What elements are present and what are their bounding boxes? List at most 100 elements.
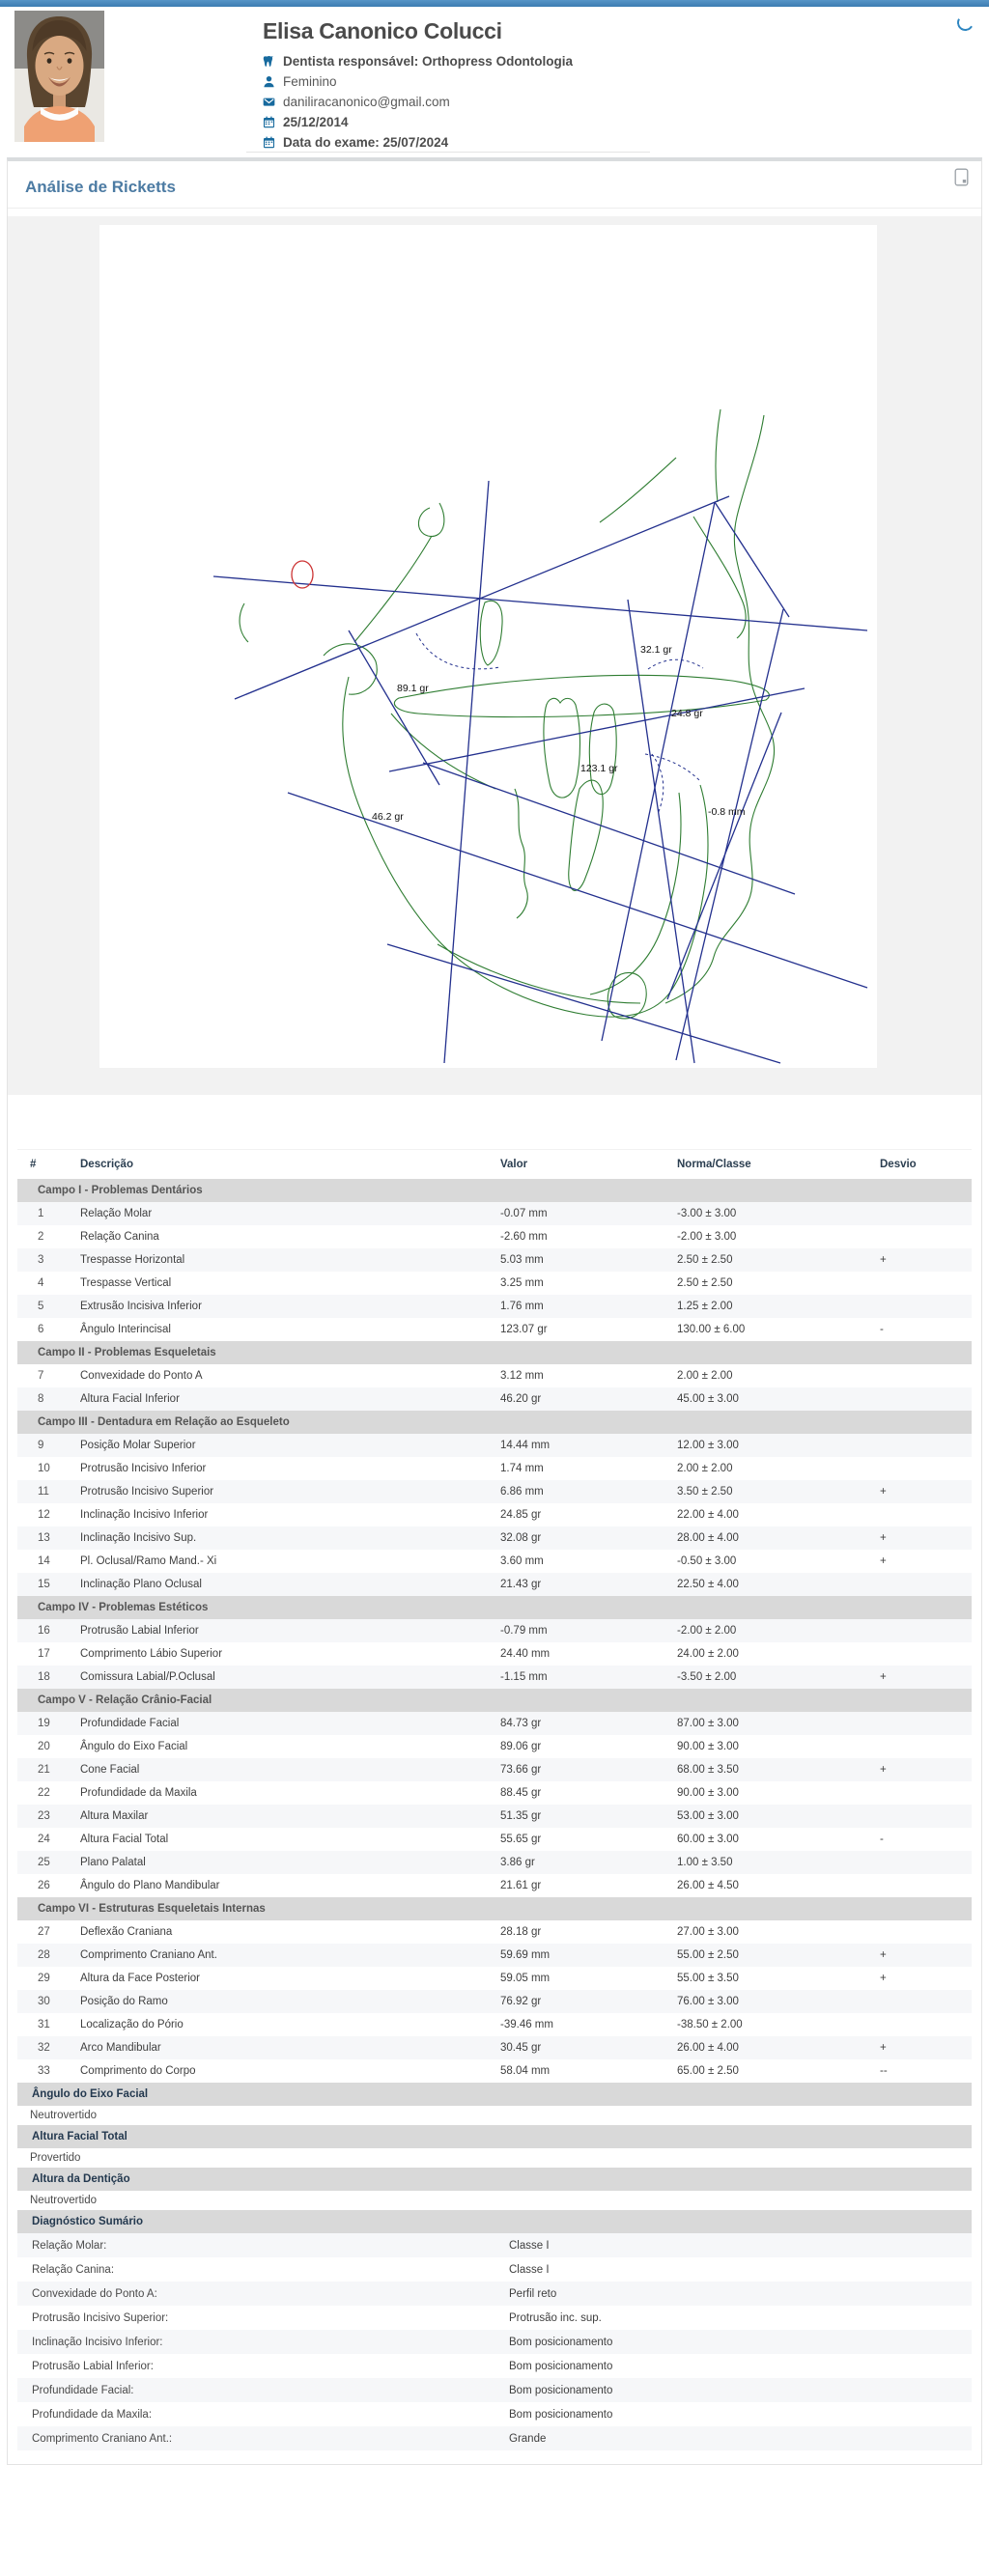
row-norm: 55.00 ± 2.50 xyxy=(677,1944,880,1967)
table-row: 2 Relação Canina -2.60 mm -2.00 ± 3.00 xyxy=(17,1225,972,1248)
row-description: Plano Palatal xyxy=(80,1851,500,1874)
row-norm: -38.50 ± 2.00 xyxy=(677,2019,743,2030)
patient-field: Dentista responsável: Orthopress Odontol… xyxy=(263,51,707,71)
patient-field-text: Data do exame: 25/07/2024 xyxy=(283,135,449,150)
diagnostic-row: Profundidade Facial: Bom posicionamento xyxy=(17,2378,972,2402)
table-row: 11 Protrusão Incisivo Superior 6.86 mm 3.50… xyxy=(17,1480,972,1503)
row-deviation xyxy=(880,1225,972,1248)
row-number: 1 xyxy=(17,1202,80,1225)
row-value: 76.92 gr xyxy=(500,1990,677,2013)
row-deviation xyxy=(880,1503,972,1526)
diagnostic-value: Protrusão inc. sup. xyxy=(509,2311,602,2324)
row-description: Protrusão Incisivo Superior xyxy=(80,1480,500,1503)
diagnostic-label: Relação Molar: xyxy=(32,2239,107,2252)
row-description: Comissura Labial/P.Oclusal xyxy=(80,1666,500,1689)
row-deviation xyxy=(880,1712,972,1735)
table-row: 12 Inclinação Incisivo Inferior 24.85 gr 22… xyxy=(17,1503,972,1526)
row-number: 25 xyxy=(17,1851,80,1874)
row-number: 32 xyxy=(17,2036,80,2059)
diagnostic-value: Bom posicionamento xyxy=(509,2408,613,2421)
diagnostic-label: Protrusão Labial Inferior: xyxy=(32,2360,154,2372)
row-value: 58.04 mm xyxy=(500,2065,551,2077)
row-deviation xyxy=(880,1874,972,1897)
row-value: 1.76 mm xyxy=(500,1295,677,1318)
row-number: 24 xyxy=(38,1834,50,1845)
row-description: Localização do Pório xyxy=(80,2019,184,2030)
row-deviation xyxy=(880,1619,972,1642)
row-deviation: + xyxy=(880,1480,972,1503)
col-header-4: Desvio xyxy=(880,1149,972,1179)
row-number: 19 xyxy=(17,1712,80,1735)
row-description: Altura da Face Posterior xyxy=(80,1973,201,1984)
row-description: Comprimento Craniano Ant. xyxy=(80,1944,500,1967)
row-number: 26 xyxy=(38,1880,50,1891)
row-description: Comprimento do Corpo xyxy=(80,2065,196,2077)
patient-field: daniliracanonico@gmail.com xyxy=(263,92,707,112)
interpretation-header: Altura Facial Total xyxy=(17,2125,972,2148)
row-value: 14.44 mm xyxy=(500,1434,677,1457)
row-norm: 12.00 ± 3.00 xyxy=(677,1434,880,1457)
diagnostic-summary-section: Diagnóstico Sumário Relação Molar: Classe … xyxy=(17,2210,972,2450)
row-number: 29 xyxy=(38,1973,50,1984)
table-row: 23 Altura Maxilar 51.35 gr 53.00 ± 3.00 xyxy=(17,1805,972,1828)
row-value: 59.69 mm xyxy=(500,1944,677,1967)
mail-icon xyxy=(263,96,275,108)
row-number: 11 xyxy=(17,1480,80,1503)
row-value: 32.08 gr xyxy=(500,1526,677,1550)
row-description: Inclinação Incisivo Inferior xyxy=(80,1509,209,1521)
row-deviation: + xyxy=(880,1973,887,1984)
row-description: Altura Facial Total xyxy=(80,1834,169,1845)
row-deviation xyxy=(880,1202,972,1225)
table-row: 14 Pl. Oclusal/Ramo Mand.- Xi 3.60 mm -0.50… xyxy=(17,1550,972,1573)
row-norm: 2.50 ± 2.50 xyxy=(677,1277,733,1289)
table-row: 21 Cone Facial 73.66 gr 68.00 ± 3.50 + xyxy=(17,1758,972,1781)
diagnostic-row: Convexidade do Ponto A: Perfil reto xyxy=(17,2282,972,2306)
table-row: 25 Plano Palatal 3.86 gr 1.00 ± 3.50 xyxy=(17,1851,972,1874)
row-number: 23 xyxy=(17,1805,80,1828)
row-norm: 2.00 ± 2.00 xyxy=(677,1370,733,1382)
cephalometric-panel: 32.1 gr 89.1 gr 24.8 gr 123.1 gr 46.2 gr -0.8… xyxy=(8,216,981,1095)
diagnostic-label: Convexidade do Ponto A: xyxy=(32,2287,157,2300)
table-row: 10 Protrusão Incisivo Inferior 1.74 mm 2.00… xyxy=(17,1457,972,1480)
row-norm: 2.00 ± 2.00 xyxy=(677,1463,733,1474)
interpretation-header: Ângulo do Eixo Facial xyxy=(17,2083,972,2106)
table-row: 17 Comprimento Lábio Superior 24.40 mm 24.0… xyxy=(17,1642,972,1666)
row-value: 3.60 mm xyxy=(500,1555,544,1567)
measurements-table-wrap: # Descrição Valor Norma/Classe Desvio Campo I… xyxy=(17,1149,972,2083)
diagnostic-value: Classe I xyxy=(509,2239,550,2252)
row-norm: 22.00 ± 4.00 xyxy=(677,1509,739,1521)
row-number: 8 xyxy=(17,1387,80,1411)
row-description: Cone Facial xyxy=(80,1758,500,1781)
section-header-row: Campo VI - Estruturas Esqueletais Intern… xyxy=(17,1897,972,1920)
diagnostic-summary-header: Diagnóstico Sumário xyxy=(17,2210,972,2233)
diagnostic-row: Inclinação Incisivo Inferior: Bom posicio… xyxy=(17,2330,972,2354)
row-value: 123.07 gr xyxy=(500,1324,548,1335)
row-value: 1.74 mm xyxy=(500,1463,544,1474)
table-row: 31 Localização do Pório -39.46 mm -38.50 ± … xyxy=(17,2013,972,2036)
table-section: Campo V - Relação Crânio-Facial 19 Profund… xyxy=(17,1689,972,1897)
table-row: 33 Comprimento do Corpo 58.04 mm 65.00 ± 2.… xyxy=(17,2059,972,2083)
patient-info: Elisa Canonico Colucci Dentista responsá… xyxy=(263,18,707,153)
notes-button[interactable] xyxy=(954,168,969,189)
landmark-circle xyxy=(291,560,314,589)
row-deviation xyxy=(880,1364,972,1387)
row-value: 59.05 mm xyxy=(500,1973,551,1984)
table-section: Campo I - Problemas Dentários 1 Relação Mo… xyxy=(17,1179,972,1341)
section-header: Campo II - Problemas Esqueletais xyxy=(17,1341,972,1364)
row-description: Deflexão Craniana xyxy=(80,1926,173,1938)
row-deviation: + xyxy=(880,1944,972,1967)
row-norm: 26.00 ± 4.50 xyxy=(677,1880,739,1891)
table-row: 1 Relação Molar -0.07 mm -3.00 ± 3.00 xyxy=(17,1202,972,1225)
patient-header: Elisa Canonico Colucci Dentista responsá… xyxy=(0,7,989,157)
diagnostic-label: Profundidade da Maxila: xyxy=(32,2408,153,2421)
table-row: 6 Ângulo Interincisal 123.07 gr 130.00 ± 6.… xyxy=(17,1318,972,1341)
row-value: 24.40 mm xyxy=(500,1648,551,1660)
table-row: 9 Posição Molar Superior 14.44 mm 12.00 ± 3… xyxy=(17,1434,972,1457)
row-value: -2.60 mm xyxy=(500,1231,548,1243)
row-norm: 28.00 ± 4.00 xyxy=(677,1526,880,1550)
calendar-icon xyxy=(263,116,275,128)
section-header: Campo V - Relação Crânio-Facial xyxy=(17,1689,972,1712)
table-row: 28 Comprimento Craniano Ant. 59.69 mm 55.00… xyxy=(17,1944,972,1967)
diagnostic-label: Relação Canina: xyxy=(32,2263,115,2276)
row-number: 5 xyxy=(17,1295,80,1318)
